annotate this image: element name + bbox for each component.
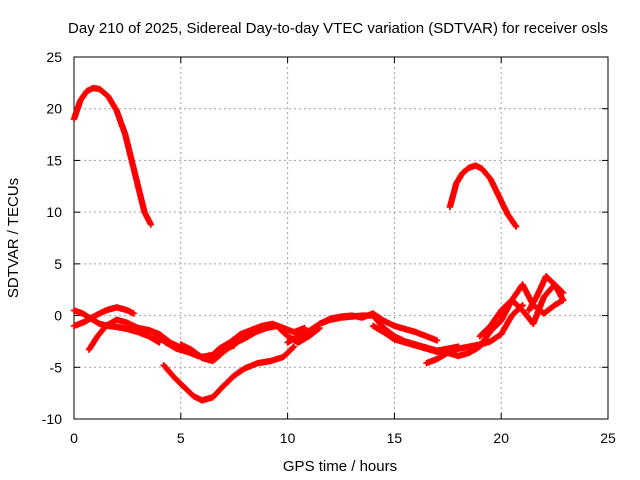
grid bbox=[74, 57, 608, 419]
x-tick-label: 25 bbox=[600, 430, 616, 446]
ticks bbox=[73, 56, 609, 420]
chart-title: Day 210 of 2025, Sidereal Day-to-day VTE… bbox=[68, 20, 608, 37]
data-point-markers bbox=[476, 281, 567, 340]
series-arc-high-late bbox=[446, 162, 520, 230]
y-axis-label: SDTVAR / TECUs bbox=[5, 178, 22, 298]
data-point-markers bbox=[160, 343, 298, 404]
y-tick-label: 0 bbox=[54, 308, 62, 324]
x-axis-label: GPS time / hours bbox=[283, 458, 397, 475]
x-tick-label: 5 bbox=[177, 430, 185, 446]
series-track-b bbox=[70, 304, 137, 330]
series-track-e bbox=[177, 322, 323, 365]
y-tick-label: -10 bbox=[42, 411, 62, 427]
y-tick-label: 10 bbox=[46, 204, 62, 220]
plot-frame bbox=[73, 56, 609, 420]
y-tick-label: 15 bbox=[46, 152, 62, 168]
data-point-markers bbox=[70, 307, 163, 346]
x-tick-label: 20 bbox=[493, 430, 509, 446]
data-point-markers bbox=[446, 162, 520, 230]
y-tick-label: -5 bbox=[50, 359, 63, 375]
series-dip-low bbox=[160, 343, 298, 404]
data-series bbox=[70, 84, 567, 404]
data-point-markers bbox=[177, 322, 323, 365]
tick-labels: 0 5 10 15 20 25 -10 -5 0 5 10 15 20 25 bbox=[42, 49, 616, 446]
data-point-markers bbox=[70, 304, 137, 330]
x-tick-label: 15 bbox=[387, 430, 403, 446]
series-arc-high-early bbox=[70, 84, 155, 228]
data-point-markers bbox=[525, 273, 567, 314]
series-track-a bbox=[70, 307, 163, 346]
series-track-k bbox=[525, 273, 567, 314]
y-tick-label: 5 bbox=[54, 256, 62, 272]
y-tick-label: 25 bbox=[46, 49, 62, 65]
data-point-markers bbox=[70, 84, 155, 228]
x-tick-label: 10 bbox=[280, 430, 296, 446]
series-track-j bbox=[476, 281, 567, 340]
y-tick-label: 20 bbox=[46, 101, 62, 117]
x-tick-label: 0 bbox=[70, 430, 78, 446]
